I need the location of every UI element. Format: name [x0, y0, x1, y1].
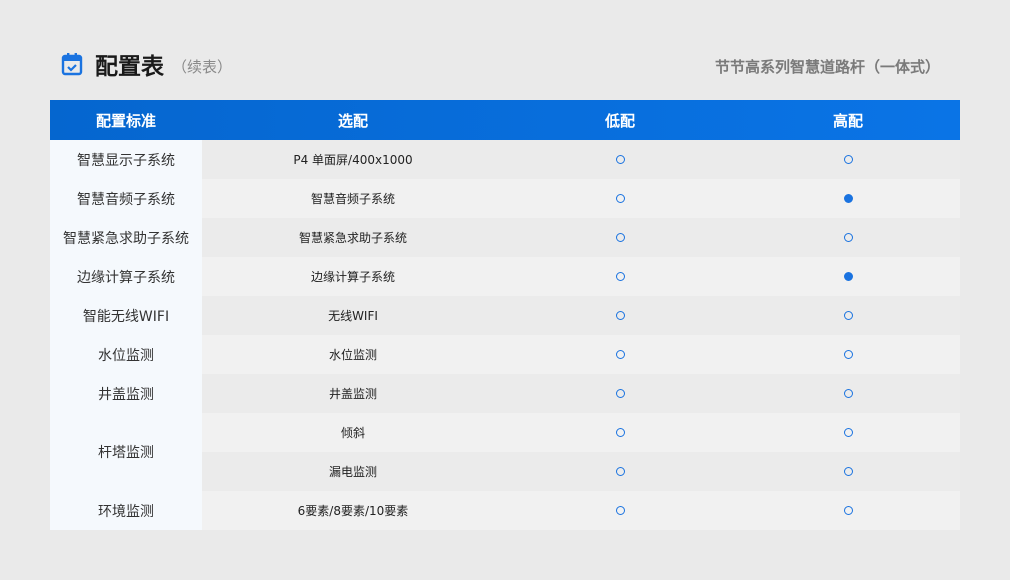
- filled-dot-icon: [843, 271, 853, 281]
- cell-low: [504, 296, 736, 335]
- filled-dot-icon: [843, 193, 853, 203]
- table-row: 智慧显示子系统 P4 单面屏/400x1000: [50, 140, 960, 179]
- page-title-group: 配置表 （续表）: [61, 47, 232, 81]
- cell-high: [736, 257, 960, 296]
- cell-low: [504, 491, 736, 530]
- cell-low: [504, 179, 736, 218]
- table-row: 杆塔监测 倾斜: [50, 413, 960, 491]
- cell-option: 水位监测: [202, 335, 504, 374]
- config-table: 配置标准 选配 低配 高配 智慧显示子系统 P4 单面屏/400x1000 智慧音频…: [50, 100, 960, 530]
- hollow-dot-icon: [615, 466, 625, 476]
- cell-option: 6要素/8要素/10要素: [202, 491, 504, 530]
- hollow-dot-icon: [615, 427, 625, 437]
- cell-standard: 智慧音频子系统: [50, 179, 202, 218]
- cell-option: P4 单面屏/400x1000: [202, 140, 504, 179]
- hollow-dot-icon: [843, 154, 853, 164]
- cell-standard: 智慧紧急求助子系统: [50, 218, 202, 257]
- col-header-low: 低配: [604, 111, 635, 130]
- hollow-dot-icon: [843, 427, 853, 437]
- hollow-dot-icon: [843, 310, 853, 320]
- cell-standard: 杆塔监测: [50, 413, 202, 491]
- page-subtitle: （续表）: [172, 57, 233, 76]
- hollow-dot-icon: [843, 388, 853, 398]
- cell-high: [736, 491, 960, 530]
- col-header-standard: 配置标准: [95, 111, 156, 130]
- cell-low: [504, 413, 736, 452]
- table-header: 配置标准 选配 低配 高配: [50, 100, 960, 140]
- cell-option: 井盖监测: [202, 374, 504, 413]
- hollow-dot-icon: [843, 349, 853, 359]
- table-row: 智慧紧急求助子系统 智慧紧急求助子系统: [50, 218, 960, 257]
- hollow-dot-icon: [615, 154, 625, 164]
- hollow-dot-icon: [615, 310, 625, 320]
- col-header-option: 选配: [337, 111, 368, 130]
- cell-option: 无线WIFI: [202, 296, 504, 335]
- cell-standard: 智能无线WIFI: [50, 296, 202, 335]
- cell-standard: 井盖监测: [50, 374, 202, 413]
- table-row: 智慧音频子系统 智慧音频子系统: [50, 179, 960, 218]
- cell-option: 漏电监测: [202, 452, 504, 491]
- series-title: 节节高系列智慧道路杆（一体式）: [714, 58, 940, 76]
- cell-high: [736, 413, 960, 452]
- cell-option: 智慧紧急求助子系统: [202, 218, 504, 257]
- cell-high: [736, 179, 960, 218]
- cell-low: [504, 218, 736, 257]
- cell-high: [736, 218, 960, 257]
- cell-high: [736, 296, 960, 335]
- hollow-dot-icon: [615, 193, 625, 203]
- hollow-dot-icon: [843, 466, 853, 476]
- col-header-high: 高配: [832, 111, 863, 130]
- table-row: 边缘计算子系统 边缘计算子系统: [50, 257, 960, 296]
- table-row: 水位监测 水位监测: [50, 335, 960, 374]
- hollow-dot-icon: [615, 505, 625, 515]
- cell-standard: 环境监测: [50, 491, 202, 530]
- cell-high: [736, 452, 960, 491]
- hollow-dot-icon: [615, 271, 625, 281]
- hollow-dot-icon: [615, 388, 625, 398]
- table-row: 智能无线WIFI 无线WIFI: [50, 296, 960, 335]
- page-title: 配置表: [95, 54, 164, 80]
- cell-high: [736, 335, 960, 374]
- cell-low: [504, 140, 736, 179]
- cell-standard: 智慧显示子系统: [50, 140, 202, 179]
- cell-low: [504, 452, 736, 491]
- cell-option: 智慧音频子系统: [202, 179, 504, 218]
- cell-option: 边缘计算子系统: [202, 257, 504, 296]
- table-row: 漏电监测: [50, 452, 960, 491]
- cell-low: [504, 257, 736, 296]
- cell-low: [504, 335, 736, 374]
- cell-standard: 水位监测: [50, 335, 202, 374]
- cell-high: [736, 374, 960, 413]
- cell-option: 倾斜: [202, 413, 504, 452]
- table-row: 环境监测 6要素/8要素/10要素: [50, 491, 960, 530]
- hollow-dot-icon: [615, 349, 625, 359]
- cell-standard: 边缘计算子系统: [50, 257, 202, 296]
- calendar-check-icon: [61, 53, 83, 76]
- hollow-dot-icon: [843, 232, 853, 242]
- hollow-dot-icon: [615, 232, 625, 242]
- table-row: 井盖监测 井盖监测: [50, 374, 960, 413]
- hollow-dot-icon: [843, 505, 853, 515]
- cell-low: [504, 374, 736, 413]
- cell-high: [736, 140, 960, 179]
